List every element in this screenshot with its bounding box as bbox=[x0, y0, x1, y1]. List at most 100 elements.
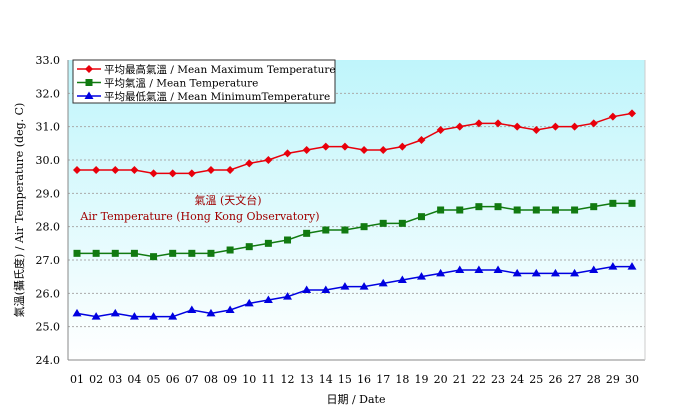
x-tick-label: 07 bbox=[185, 373, 199, 386]
x-tick-label: 19 bbox=[414, 373, 428, 386]
x-tick-label: 03 bbox=[108, 373, 122, 386]
data-point bbox=[551, 122, 560, 131]
y-tick-label: 30.0 bbox=[36, 154, 61, 167]
data-point bbox=[360, 146, 369, 154]
data-point bbox=[85, 79, 93, 86]
data-point bbox=[608, 112, 617, 121]
data-point bbox=[322, 226, 330, 234]
data-point bbox=[169, 249, 177, 257]
data-point bbox=[150, 253, 158, 261]
data-point bbox=[92, 166, 101, 174]
x-tick-label: 25 bbox=[529, 373, 543, 386]
data-point bbox=[264, 156, 273, 164]
x-tick-label: 24 bbox=[510, 373, 524, 386]
series-triangle bbox=[72, 262, 637, 320]
x-tick-label: 14 bbox=[319, 373, 333, 386]
data-point bbox=[609, 199, 617, 207]
x-tick-label: 06 bbox=[166, 373, 180, 386]
data-point bbox=[340, 142, 349, 151]
data-point bbox=[589, 119, 598, 128]
data-point bbox=[456, 206, 464, 214]
y-tick-label: 26.0 bbox=[36, 287, 61, 300]
data-point bbox=[397, 275, 407, 283]
data-point bbox=[321, 142, 330, 151]
x-tick-label: 13 bbox=[300, 373, 314, 386]
data-point bbox=[110, 308, 120, 317]
data-point bbox=[570, 122, 579, 131]
data-point bbox=[187, 169, 196, 178]
data-point bbox=[436, 268, 446, 277]
data-point bbox=[340, 282, 350, 290]
y-tick-label: 31.0 bbox=[36, 121, 61, 134]
x-tick-label: 21 bbox=[453, 373, 467, 386]
x-tick-label: 29 bbox=[606, 373, 620, 386]
y-tick-label: 29.0 bbox=[36, 187, 61, 200]
data-point bbox=[111, 249, 119, 257]
legend-label: 平均最高氣溫 / Mean Maximum Temperature bbox=[104, 63, 336, 76]
x-tick-label: 09 bbox=[223, 373, 237, 386]
x-tick-label: 26 bbox=[548, 373, 562, 386]
data-point bbox=[360, 223, 368, 231]
x-tick-label: 02 bbox=[89, 373, 103, 386]
data-point bbox=[321, 285, 331, 293]
data-point bbox=[226, 246, 234, 254]
x-tick-label: 04 bbox=[127, 373, 141, 386]
x-tick-label: 22 bbox=[472, 373, 486, 386]
x-tick-label: 17 bbox=[376, 373, 390, 386]
data-point bbox=[436, 126, 445, 134]
data-point bbox=[225, 305, 235, 313]
y-tick-label: 28.0 bbox=[36, 221, 61, 234]
x-tick-label: 18 bbox=[395, 373, 409, 386]
x-tick-label: 15 bbox=[338, 373, 352, 386]
data-point bbox=[550, 268, 560, 277]
data-point bbox=[92, 249, 100, 257]
data-point bbox=[85, 65, 93, 73]
data-point bbox=[207, 249, 215, 257]
data-point bbox=[437, 206, 445, 214]
data-point bbox=[417, 136, 426, 144]
data-point bbox=[628, 199, 636, 207]
data-point bbox=[245, 159, 254, 168]
annotation-line1: 氣溫 (天文台) bbox=[194, 193, 261, 207]
data-point bbox=[91, 312, 101, 320]
data-point bbox=[590, 203, 598, 211]
data-point bbox=[284, 236, 292, 244]
y-tick-label: 25.0 bbox=[36, 321, 61, 334]
data-point bbox=[417, 213, 425, 221]
y-axis-title: 氣溫(攝氏度) / Air Temperature (deg. C) bbox=[12, 103, 26, 318]
data-point bbox=[73, 166, 81, 174]
x-tick-label: 16 bbox=[357, 373, 371, 386]
data-point bbox=[628, 109, 636, 118]
data-point bbox=[494, 203, 502, 211]
x-tick-label: 10 bbox=[242, 373, 256, 386]
legend-box bbox=[72, 59, 336, 104]
data-point bbox=[378, 278, 388, 287]
data-point bbox=[303, 229, 311, 237]
x-tick-label: 27 bbox=[568, 373, 582, 386]
annotation-line2: Air Temperature (Hong Kong Observatory) bbox=[79, 210, 319, 223]
data-point bbox=[571, 206, 579, 214]
x-tick-label: 11 bbox=[261, 373, 275, 386]
data-point bbox=[474, 119, 483, 128]
data-point bbox=[302, 146, 311, 154]
data-point bbox=[513, 122, 522, 131]
data-point bbox=[379, 146, 388, 154]
data-point bbox=[188, 249, 196, 257]
data-point bbox=[226, 166, 235, 174]
data-point bbox=[111, 166, 120, 174]
data-point bbox=[206, 308, 216, 317]
data-point bbox=[283, 149, 292, 158]
data-point bbox=[129, 312, 139, 320]
data-point bbox=[84, 91, 94, 99]
data-point bbox=[149, 312, 159, 320]
data-point bbox=[512, 268, 522, 277]
data-point bbox=[493, 265, 503, 273]
data-point bbox=[570, 268, 580, 277]
data-point bbox=[168, 312, 178, 320]
series-line bbox=[76, 265, 632, 318]
data-point bbox=[149, 169, 158, 178]
x-tick-label: 20 bbox=[434, 373, 448, 386]
